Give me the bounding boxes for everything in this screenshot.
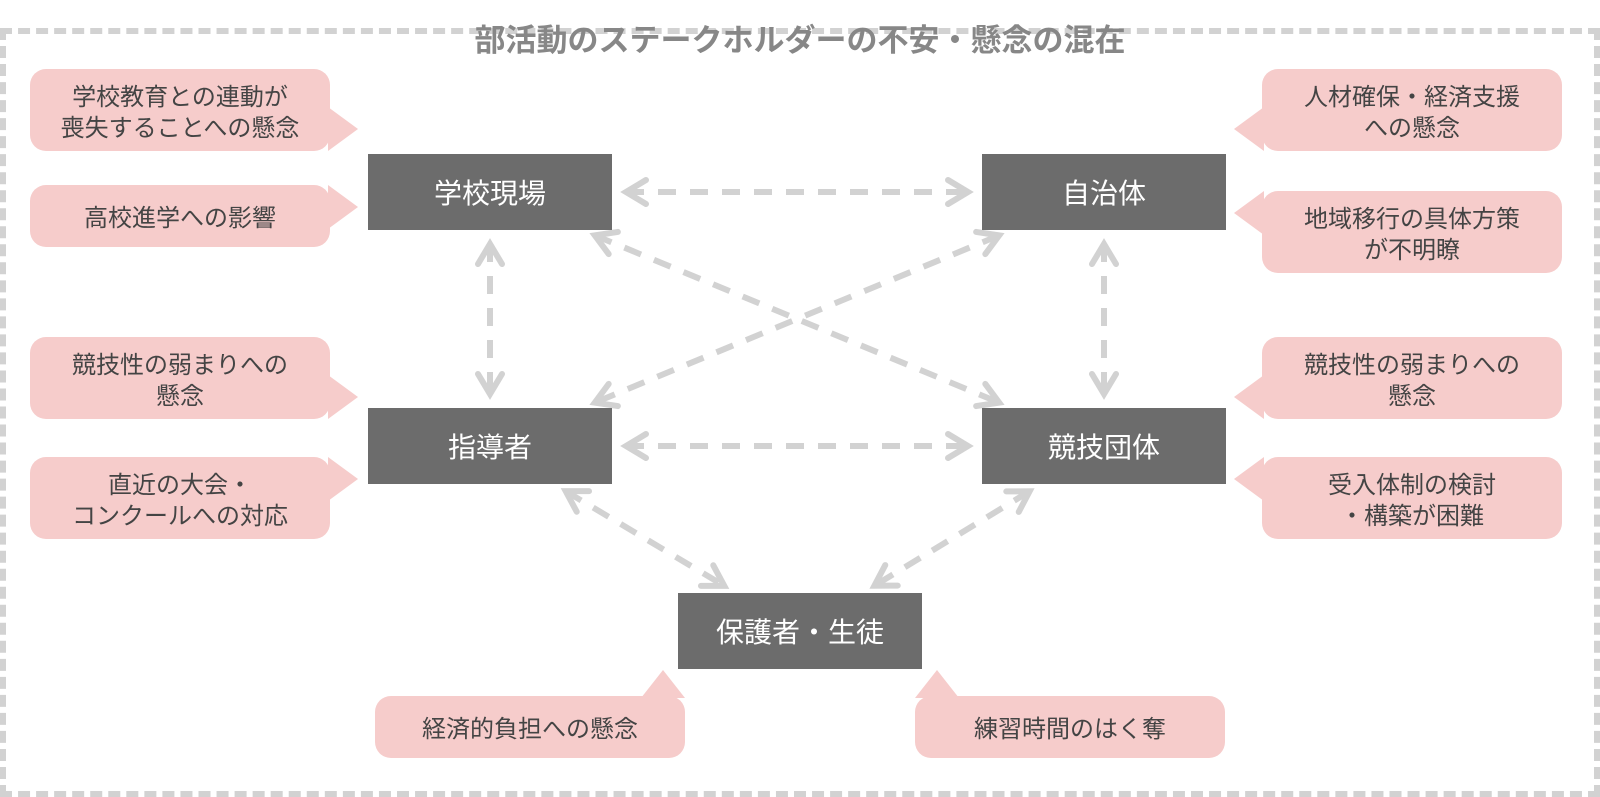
node-school: 学校現場: [368, 154, 612, 230]
speech-tail-icon: [328, 185, 358, 229]
speech-tail-icon: [328, 457, 358, 501]
concern-text: 学校教育との連動が 喪失することへの懸念: [61, 79, 300, 141]
node-label: 保護者・生徒: [716, 611, 884, 651]
node-gov: 自治体: [982, 154, 1226, 230]
concern-bubble: 地域移行の具体方策 が不明瞭: [1262, 191, 1562, 273]
node-parents: 保護者・生徒: [678, 593, 922, 669]
speech-tail-icon: [328, 107, 358, 151]
node-label: 自治体: [1062, 172, 1146, 212]
concern-text: 競技性の弱まりへの 懸念: [1304, 347, 1520, 409]
speech-tail-icon: [641, 670, 685, 698]
concern-text: 直近の大会・ コンクールへの対応: [72, 467, 288, 529]
concern-text: 受入体制の検討 ・構築が困難: [1328, 467, 1496, 529]
speech-tail-icon: [1234, 191, 1264, 235]
concern-text: 地域移行の具体方策 が不明瞭: [1304, 201, 1520, 263]
speech-tail-icon: [1234, 375, 1264, 419]
node-coach: 指導者: [368, 408, 612, 484]
speech-tail-icon: [328, 375, 358, 419]
node-label: 学校現場: [434, 172, 546, 212]
node-label: 指導者: [448, 426, 532, 466]
speech-tail-icon: [1234, 107, 1264, 151]
concern-bubble: 競技性の弱まりへの 懸念: [1262, 337, 1562, 419]
concern-text: 人材確保・経済支援 への懸念: [1304, 79, 1520, 141]
node-fed: 競技団体: [982, 408, 1226, 484]
concern-bubble: 学校教育との連動が 喪失することへの懸念: [30, 69, 330, 151]
concern-text: 練習時間のはく奪: [974, 711, 1166, 742]
concern-text: 競技性の弱まりへの 懸念: [72, 347, 288, 409]
diagram-stage: 部活動のステークホルダーの不安・懸念の混在 学校現場 自治体 指導者 競技団体 …: [0, 0, 1600, 797]
concern-bubble: 受入体制の検討 ・構築が困難: [1262, 457, 1562, 539]
concern-bubble: 競技性の弱まりへの 懸念: [30, 337, 330, 419]
concern-bubble: 高校進学への影響: [30, 185, 330, 247]
node-label: 競技団体: [1048, 426, 1160, 466]
concern-text: 高校進学への影響: [84, 200, 276, 231]
concern-bubble: 人材確保・経済支援 への懸念: [1262, 69, 1562, 151]
concern-bubble: 直近の大会・ コンクールへの対応: [30, 457, 330, 539]
diagram-title: 部活動のステークホルダーの不安・懸念の混在: [0, 15, 1600, 60]
concern-bubble: 経済的負担への懸念: [375, 696, 685, 758]
speech-tail-icon: [915, 670, 959, 698]
speech-tail-icon: [1234, 457, 1264, 501]
concern-text: 経済的負担への懸念: [422, 711, 638, 742]
concern-bubble: 練習時間のはく奪: [915, 696, 1225, 758]
